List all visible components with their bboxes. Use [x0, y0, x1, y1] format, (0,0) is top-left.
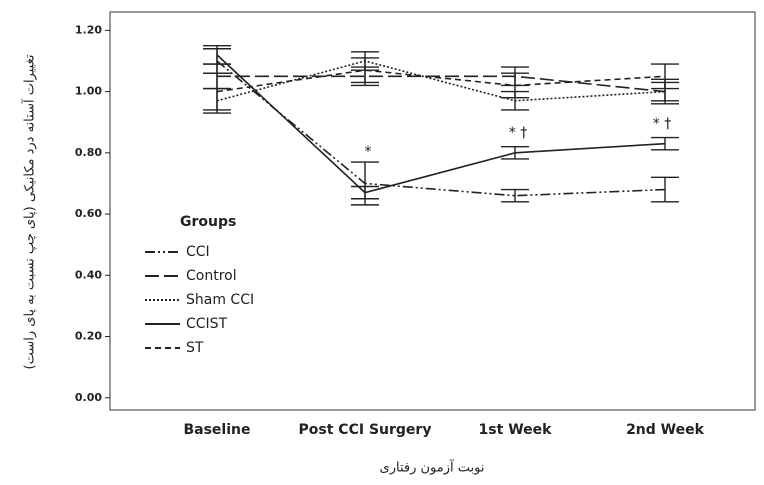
- legend-label: CCI: [186, 244, 210, 260]
- chart: تغییرات آستانه درد مکانیکی (پای چپ نسبت …: [0, 0, 764, 485]
- y-tick-label: 1.00: [75, 85, 102, 98]
- x-tick-label: 1st Week: [479, 422, 553, 438]
- y-axis-label: تغییرات آستانه درد مکانیکی (پای چپ نسبت …: [21, 54, 38, 369]
- legend-label: CCIST: [186, 316, 228, 332]
- y-tick-label: 0.80: [75, 146, 102, 159]
- error-bar: [351, 187, 379, 199]
- series-line: [217, 70, 665, 91]
- annotation: * †: [509, 125, 527, 141]
- y-tick-label: 1.20: [75, 23, 102, 36]
- error-bar: [203, 73, 231, 110]
- y-tick-label: 0.60: [75, 207, 102, 220]
- plot-frame: [110, 12, 755, 410]
- legend-label: Sham CCI: [186, 292, 254, 308]
- y-tick-label: 0.00: [75, 391, 102, 404]
- y-tick-label: 0.40: [75, 268, 102, 281]
- legend-title: Groups: [180, 214, 236, 230]
- x-tick-label: Baseline: [183, 422, 250, 438]
- error-bar: [651, 177, 679, 201]
- series-line: [217, 76, 665, 91]
- x-axis-label: نوبت آزمون رفتاری: [380, 459, 485, 476]
- annotation: *: [365, 144, 372, 160]
- legend-label: ST: [186, 340, 204, 356]
- x-tick-label: Post CCI Surgery: [299, 422, 432, 438]
- legend-label: Control: [186, 268, 237, 284]
- annotation: * †: [653, 116, 671, 132]
- y-tick-label: 0.20: [75, 330, 102, 343]
- x-tick-label: 2nd Week: [626, 422, 705, 438]
